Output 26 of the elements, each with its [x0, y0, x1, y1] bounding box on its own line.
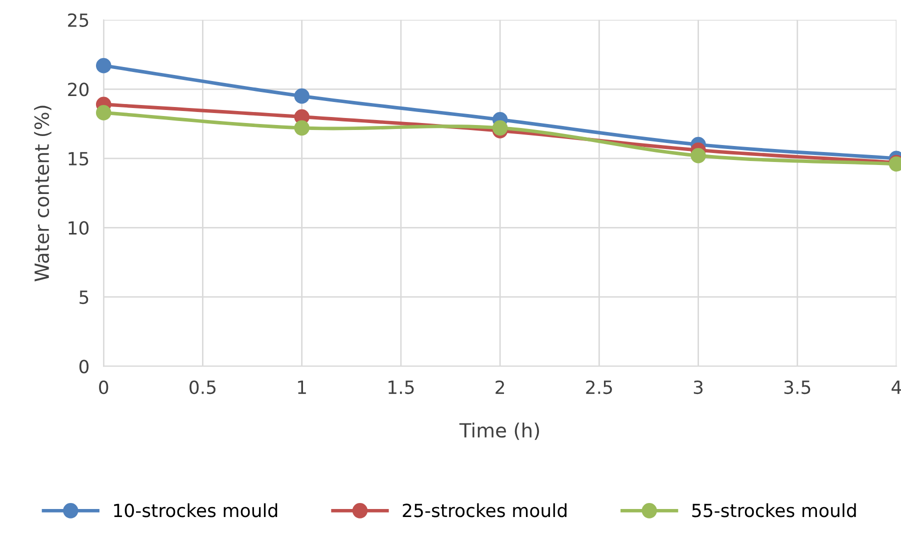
legend-label: 25-strockes mould	[402, 503, 566, 518]
y-tick-label: 0	[79, 360, 89, 374]
x-tick-label: 0	[99, 380, 108, 394]
x-tick-label: 1.5	[388, 380, 414, 394]
y-tick-label: 10	[68, 221, 89, 235]
x-tick-label: 3.5	[784, 380, 810, 394]
y-tick-label: 20	[68, 82, 89, 96]
y-tick-label: 25	[68, 13, 88, 27]
x-axis-title: Time (h)	[459, 422, 540, 440]
point	[96, 58, 112, 74]
x-tick-label: 0.5	[190, 380, 216, 394]
y-tick-label: 15	[68, 152, 88, 166]
x-tick-label: 3	[694, 380, 703, 394]
point	[96, 105, 112, 120]
x-tick-label: 1	[298, 380, 306, 394]
x-tick-label: 2	[496, 380, 504, 394]
y-axis-title: Water content (%)	[34, 106, 52, 282]
x-tick-label: 4	[892, 380, 901, 394]
point	[690, 148, 706, 164]
legend-label: 55-strockes mould	[692, 503, 856, 518]
point	[294, 88, 310, 104]
y-tick-label: 5	[80, 290, 88, 304]
point	[294, 120, 310, 136]
legend-label: 10-strockes mould	[114, 503, 278, 518]
x-tick-label: 2.5	[586, 380, 612, 394]
point	[492, 120, 508, 136]
